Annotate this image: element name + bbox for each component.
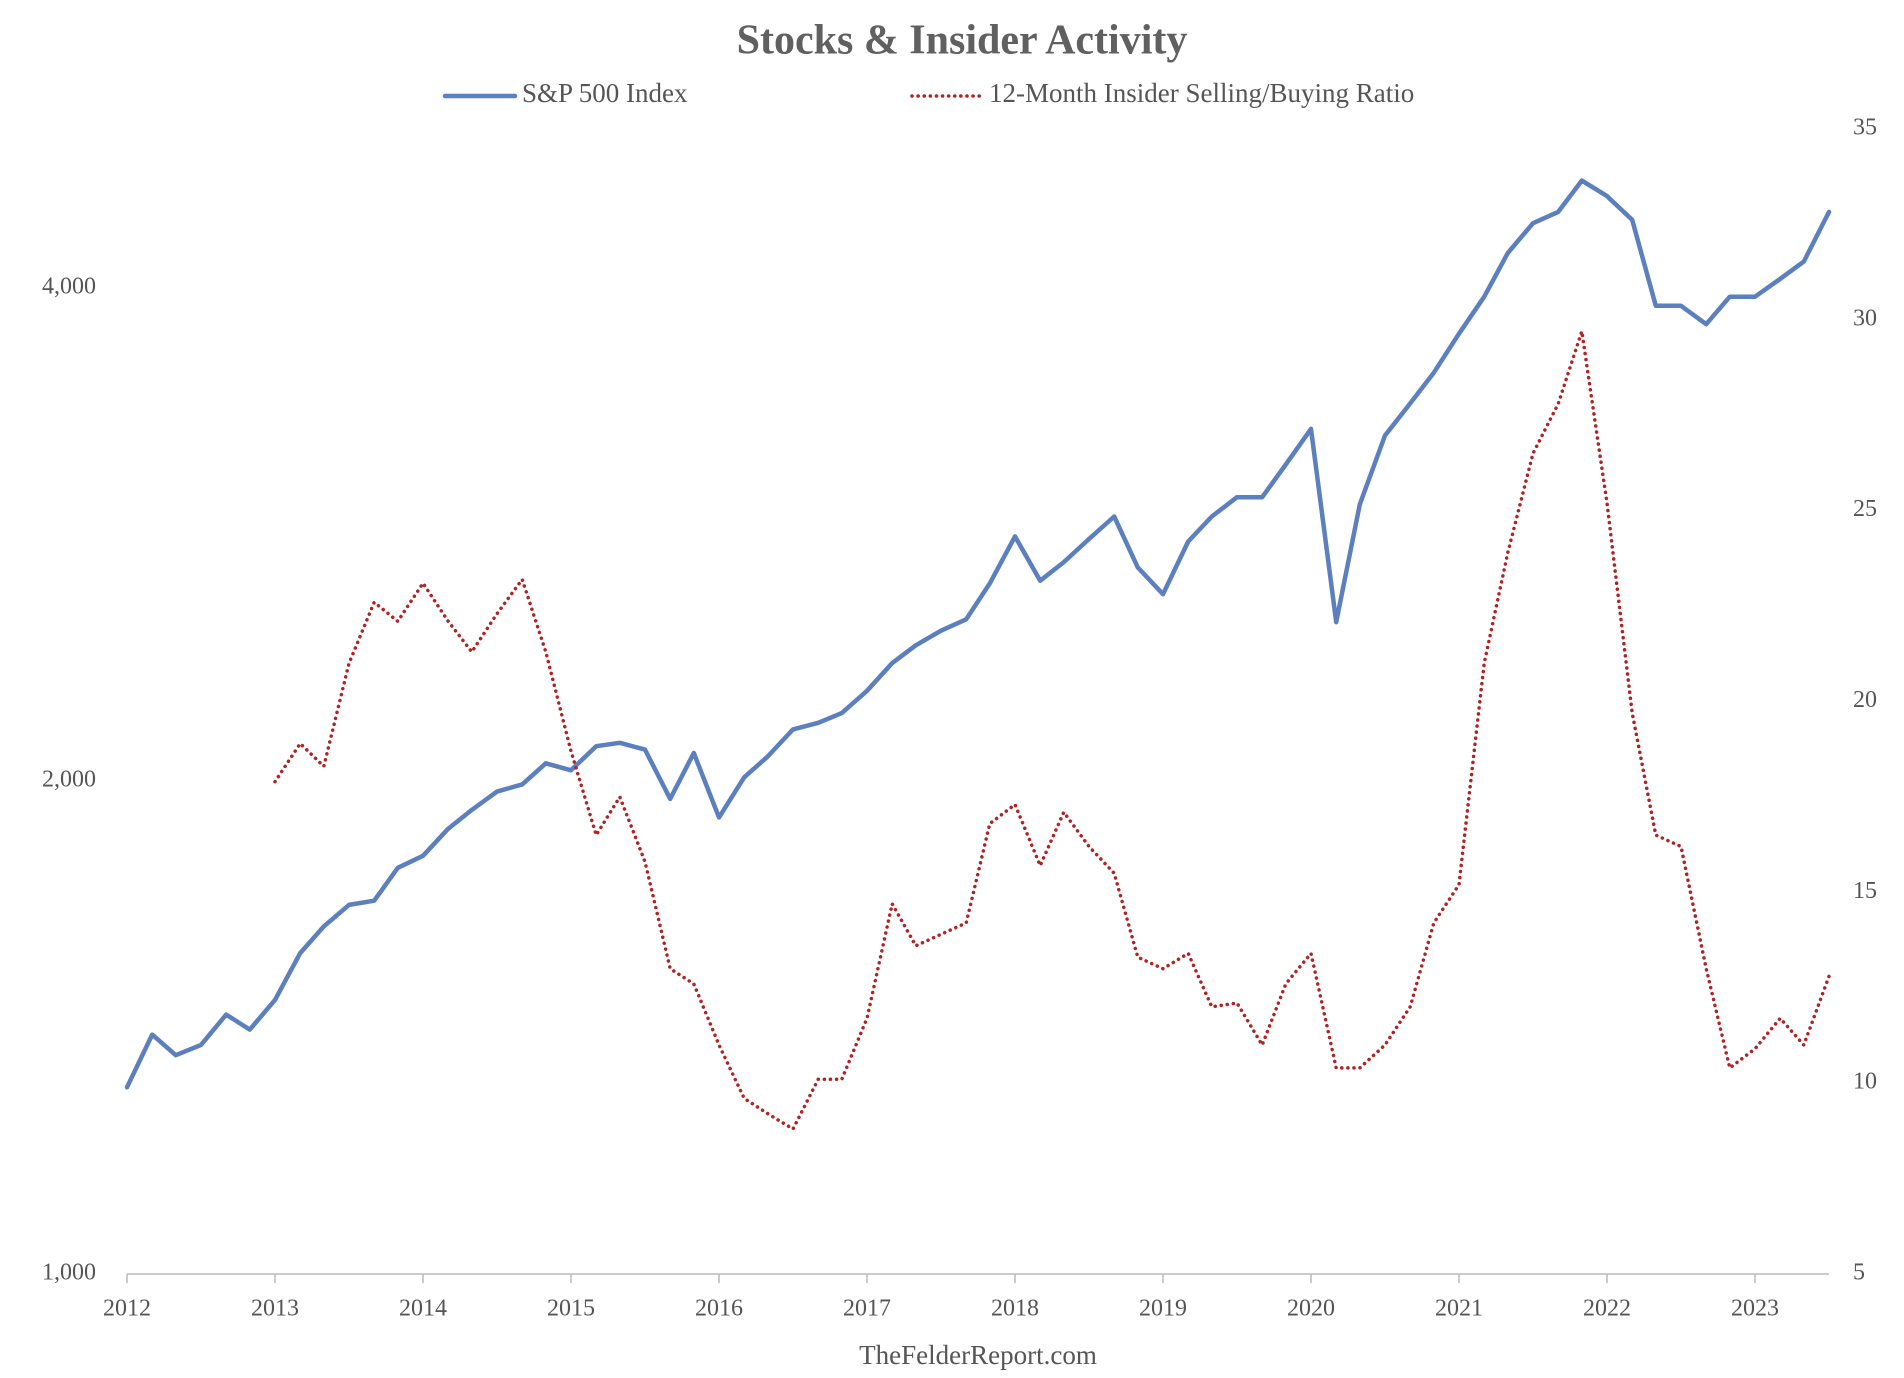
- y-tick-label: 2,000: [42, 766, 96, 792]
- y2-tick-label: 10: [1853, 1069, 1877, 1095]
- x-tick-label: 2018: [991, 1296, 1039, 1322]
- legend-label: S&P 500 Index: [522, 78, 688, 108]
- x-tick-label: 2014: [399, 1296, 447, 1322]
- x-tick-label: 2013: [251, 1296, 299, 1322]
- series-line: [124, 178, 1832, 1090]
- y2-tick-label: 15: [1853, 878, 1877, 904]
- y2-tick-label: 20: [1853, 687, 1877, 713]
- series-line: [273, 329, 1831, 1131]
- chart-title: Stocks & Insider Activity: [737, 18, 1188, 64]
- y2-tick-label: 5: [1853, 1260, 1865, 1286]
- legend-label: 12-Month Insider Selling/Buying Ratio: [989, 78, 1414, 108]
- x-tick-label: 2022: [1583, 1296, 1631, 1322]
- x-tick-label: 2017: [843, 1296, 891, 1322]
- y-tick-label: 1,000: [42, 1260, 96, 1286]
- y-tick-label: 4,000: [42, 273, 96, 299]
- y2-tick-label: 25: [1853, 496, 1877, 522]
- x-tick-label: 2020: [1287, 1296, 1335, 1322]
- footer: TheFelderReport.com: [859, 1340, 1097, 1370]
- x-tick-label: 2012: [103, 1296, 151, 1322]
- y2-tick-label: 35: [1853, 115, 1877, 141]
- y2-tick-label: 30: [1853, 305, 1877, 331]
- x-tick-label: 2021: [1435, 1296, 1483, 1322]
- x-tick-label: 2015: [547, 1296, 595, 1322]
- x-tick-label: 2016: [695, 1296, 743, 1322]
- x-tick-label: 2019: [1139, 1296, 1187, 1322]
- x-tick-label: 2023: [1731, 1296, 1779, 1322]
